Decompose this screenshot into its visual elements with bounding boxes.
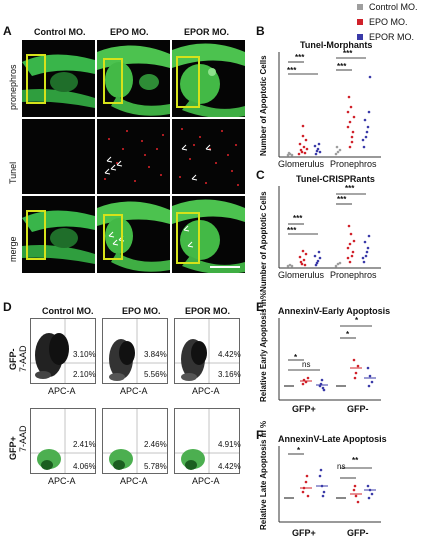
flow-plot-gfppos-epo — [102, 408, 168, 474]
panel-f-plot — [278, 446, 381, 523]
panel-b-ylabel: Number of Apoptotic Cells — [259, 55, 268, 156]
panel-f-sig-1: * — [297, 446, 301, 455]
micrograph-epo-merge — [97, 196, 170, 273]
legend-label: EPOR MO. — [369, 32, 415, 42]
panel-d-col-epo: EPO MO. — [122, 306, 161, 316]
panel-e-sig-2: ns — [302, 360, 311, 369]
panel-a-label: A — [3, 24, 12, 38]
panel-b-group-1: Glomerulus — [278, 159, 325, 169]
panel-f-group-2: GFP- — [347, 528, 369, 538]
panel-b-sig-3: *** — [343, 49, 353, 58]
flow-value: 4.42% — [218, 462, 241, 471]
flow-value: 3.10% — [73, 350, 96, 359]
micrograph-epor-tunel — [172, 119, 245, 194]
flow-plot-gfppos-control — [30, 408, 96, 474]
flow-xaxis: APC-A — [192, 386, 220, 396]
flow-value: 5.56% — [144, 370, 167, 379]
panel-e-sig-4: * — [355, 316, 359, 325]
panel-c-ylabel: Number of Apoptotic Cells — [259, 191, 268, 292]
legend-swatch — [357, 19, 363, 25]
panel-f-sig-2: ns — [337, 462, 346, 471]
scale-bar — [210, 266, 240, 268]
panel-b-plot — [278, 52, 381, 158]
flow-value: 4.91% — [218, 440, 241, 449]
flow-xaxis: APC-A — [120, 386, 148, 396]
flow-value: 3.16% — [218, 370, 241, 379]
micrograph-control-pronephros — [22, 40, 95, 117]
panel-d-row2-label: GFP+ — [8, 436, 18, 460]
panel-b-label: B — [256, 24, 265, 38]
panel-b-sig-1: *** — [295, 53, 305, 62]
panel-a-col-epor: EPOR MO. — [184, 27, 230, 37]
panel-d-row1-yaxis: 7-AAD — [18, 345, 28, 372]
legend-label: EPO MO. — [369, 17, 408, 27]
panel-a-col-epo: EPO MO. — [110, 27, 149, 37]
panel-c-sig-4: *** — [337, 195, 347, 204]
panel-c-sig-3: *** — [345, 184, 355, 193]
panel-d-col-epor: EPOR MO. — [185, 306, 231, 316]
flow-value: 2.10% — [73, 370, 96, 379]
panel-d-col-control: Control MO. — [42, 306, 94, 316]
panel-a-col-control: Control MO. — [34, 27, 86, 37]
panel-e-sig-3: * — [346, 330, 350, 339]
panel-b-title: Tunel-Morphants — [300, 40, 373, 50]
panel-f-sig-3: ** — [352, 456, 359, 465]
panel-e-sig-1: * — [294, 353, 298, 362]
panel-e-label: E — [256, 300, 265, 314]
panel-f-ylabel: Relative Late Apoptosis in % — [259, 420, 268, 530]
panel-b-group-2: Pronephros — [330, 159, 377, 169]
micrograph-epor-merge — [172, 196, 245, 273]
flow-plot-gfpneg-epo — [102, 318, 168, 384]
flow-xaxis: APC-A — [48, 386, 76, 396]
panel-a-row-merge: merge — [8, 236, 18, 262]
legend: Control MO. EPO MO. EPOR MO. — [357, 2, 418, 42]
panel-a-row-tunel: Tunel — [8, 161, 18, 184]
panel-c-title: Tunel-CRISPRants — [296, 174, 375, 184]
flow-xaxis: APC-A — [120, 476, 148, 486]
legend-item-epo: EPO MO. — [357, 17, 418, 27]
flow-xaxis: APC-A — [48, 476, 76, 486]
flow-plot-gfppos-epor — [174, 408, 240, 474]
legend-item-epor: EPOR MO. — [357, 32, 418, 42]
flow-xaxis: APC-A — [192, 476, 220, 486]
flow-plot-gfpneg-epor — [174, 318, 240, 384]
panel-c-sig-1: *** — [293, 214, 303, 223]
legend-swatch — [357, 34, 363, 40]
flow-value: 4.06% — [73, 462, 96, 471]
flow-value: 2.46% — [144, 440, 167, 449]
micrograph-epor-pronephros — [172, 40, 245, 117]
panel-c-label: C — [256, 168, 265, 182]
micrograph-epo-tunel — [97, 119, 170, 194]
legend-label: Control MO. — [369, 2, 418, 12]
panel-a-row-pronephros: pronephros — [8, 64, 18, 110]
legend-swatch — [357, 4, 363, 10]
micrograph-epo-pronephros — [97, 40, 170, 117]
panel-e-title: AnnexinV-Early Apoptosis — [278, 306, 391, 316]
panel-f-label: F — [256, 428, 264, 442]
panel-e-group-2: GFP- — [347, 404, 369, 414]
micrograph-control-tunel — [22, 119, 95, 194]
flow-value: 5.78% — [144, 462, 167, 471]
panel-c-sig-2: *** — [287, 226, 297, 235]
flow-plot-gfpneg-control — [30, 318, 96, 384]
panel-f-group-1: GFP+ — [292, 528, 316, 538]
panel-b-sig-4: *** — [337, 62, 347, 71]
panel-e-ylabel: Relative Early Apoptosis in% — [259, 292, 268, 402]
panel-d-label: D — [3, 300, 12, 314]
panel-d-row2-yaxis: 7-AAD — [18, 425, 28, 452]
panel-f-title: AnnexinV-Late Apoptosis — [278, 434, 387, 444]
flow-value: 4.42% — [218, 350, 241, 359]
legend-item-control: Control MO. — [357, 2, 418, 12]
panel-b-sig-2: *** — [287, 66, 297, 75]
micrograph-control-merge — [22, 196, 95, 273]
flow-value: 2.41% — [73, 440, 96, 449]
panel-e-group-1: GFP+ — [292, 404, 316, 414]
panel-c-group-1: Glomerulus — [278, 270, 325, 280]
panel-e-plot — [278, 318, 381, 401]
panel-c-group-2: Pronephros — [330, 270, 377, 280]
flow-value: 3.84% — [144, 350, 167, 359]
panel-c-plot — [278, 186, 381, 269]
panel-d-row1-label: GFP- — [8, 348, 18, 371]
